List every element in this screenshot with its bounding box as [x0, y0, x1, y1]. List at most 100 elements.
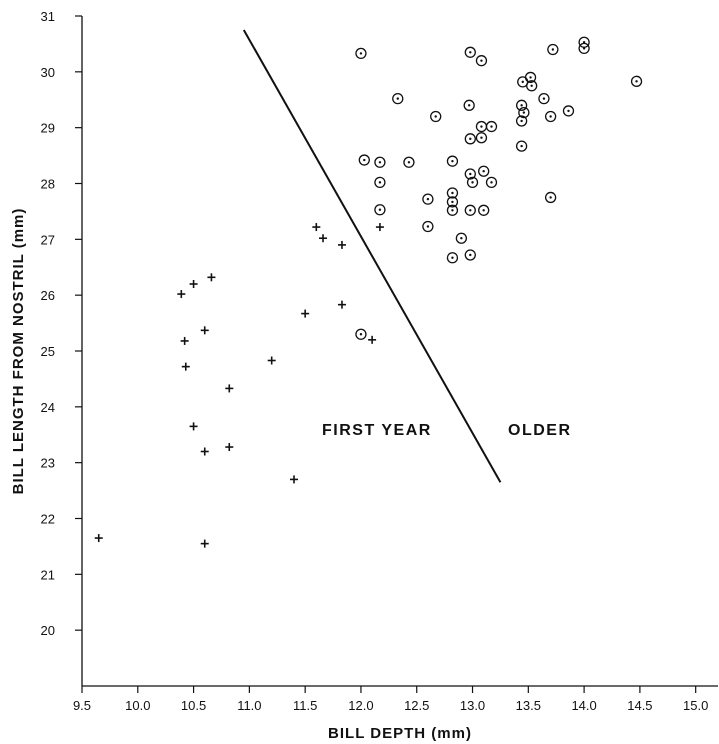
older-point — [538, 92, 550, 105]
first-year-point — [225, 443, 234, 452]
first-year-label: FIRST YEAR — [322, 422, 432, 439]
older-point — [446, 155, 459, 167]
x-tick-label: 10.5 — [181, 698, 206, 713]
first-year-point — [207, 273, 216, 282]
x-tick-label: 10.0 — [125, 698, 150, 713]
y-tick-label: 22 — [41, 512, 55, 527]
y-tick-label: 28 — [41, 177, 55, 192]
older-point — [562, 105, 575, 117]
first-year-point — [225, 384, 234, 393]
x-tick-label: 9.5 — [73, 698, 91, 713]
x-tick-label: 13.5 — [516, 698, 541, 713]
older-point — [464, 204, 476, 216]
y-ticks: 20 21 22 23 24 25 26 27 28 29 30 31 — [41, 9, 82, 638]
older-point — [374, 176, 386, 189]
older-point — [464, 133, 476, 145]
older-point — [464, 168, 476, 180]
first-year-point — [337, 240, 346, 249]
older-point — [358, 154, 370, 166]
older-point — [515, 99, 528, 111]
first-year-point — [319, 234, 328, 243]
older-point — [515, 140, 528, 152]
older-point — [374, 156, 386, 168]
older-point — [515, 115, 528, 127]
first-year-point — [181, 362, 190, 371]
older-point — [463, 99, 475, 111]
older-point — [430, 110, 442, 123]
older-point — [464, 249, 476, 261]
older-point — [526, 80, 538, 92]
older-point — [485, 176, 498, 189]
y-tick-label: 26 — [41, 288, 55, 303]
older-point — [478, 165, 490, 177]
first-year-point — [337, 300, 346, 309]
older-point — [475, 55, 488, 67]
older-label: OLDER — [508, 422, 572, 439]
older-point — [446, 187, 459, 199]
age-divider-line — [242, 29, 502, 483]
first-year-point — [177, 290, 186, 299]
first-year-point — [200, 539, 209, 548]
y-tick-label: 21 — [41, 567, 55, 582]
older-point — [355, 328, 367, 340]
older-point — [355, 47, 367, 60]
y-tick-label: 30 — [41, 65, 55, 80]
x-tick-label: 11.5 — [293, 698, 317, 713]
older-point — [422, 220, 434, 233]
y-axis-title: BILL LENGTH FROM NOSTRIL (mm) — [10, 208, 27, 495]
y-tick-label: 25 — [41, 344, 55, 359]
older-point — [422, 193, 434, 205]
first-year-point — [290, 475, 298, 484]
older-point — [485, 120, 498, 133]
older-point — [475, 132, 488, 144]
first-year-point — [375, 223, 384, 232]
x-tick-label: 11.0 — [237, 698, 261, 713]
y-tick-label: 27 — [41, 232, 55, 247]
first-year-point — [180, 336, 189, 345]
older-point — [630, 75, 643, 87]
x-tick-label: 12.0 — [348, 698, 373, 713]
first-year-point — [189, 422, 198, 431]
first-year-point — [200, 447, 209, 456]
older-point — [446, 196, 459, 208]
older-point — [518, 106, 530, 119]
first-year-point — [189, 280, 198, 288]
y-tick-label: 24 — [41, 400, 55, 415]
y-tick-label: 20 — [41, 623, 55, 638]
x-axis-title: BILL DEPTH (mm) — [328, 725, 472, 742]
older-point — [374, 204, 386, 216]
x-tick-label: 14.0 — [571, 698, 596, 713]
first-year-point — [94, 534, 103, 543]
older-point — [466, 176, 479, 189]
older-point — [547, 43, 559, 56]
older-point — [544, 110, 557, 123]
x-tick-label: 14.5 — [627, 698, 652, 713]
first-year-point — [267, 356, 276, 365]
first-year-point — [368, 335, 377, 344]
x-tick-label: 15.0 — [683, 698, 708, 713]
axes — [81, 16, 718, 687]
older-point — [478, 204, 490, 216]
y-tick-label: 23 — [41, 456, 55, 471]
older-point — [524, 71, 537, 84]
older-point — [392, 92, 404, 105]
data-points — [94, 36, 643, 548]
older-point — [464, 46, 476, 58]
older-point — [578, 42, 590, 55]
first-year-point — [200, 326, 209, 335]
older-point — [544, 191, 557, 204]
y-tick-label: 31 — [41, 9, 55, 24]
x-tick-label: 12.5 — [404, 698, 429, 713]
older-point — [403, 156, 415, 168]
older-point — [455, 232, 468, 244]
older-point — [446, 252, 459, 264]
y-tick-label: 29 — [41, 121, 55, 136]
older-point — [475, 120, 488, 133]
x-ticks: 9.5 10.0 10.5 11.0 11.5 12.0 12.5 13.0 13.5 14.0 1… — [73, 686, 708, 713]
older-point — [446, 204, 459, 216]
x-tick-label: 13.0 — [460, 698, 485, 713]
first-year-point — [301, 309, 310, 318]
first-year-point — [312, 223, 321, 232]
